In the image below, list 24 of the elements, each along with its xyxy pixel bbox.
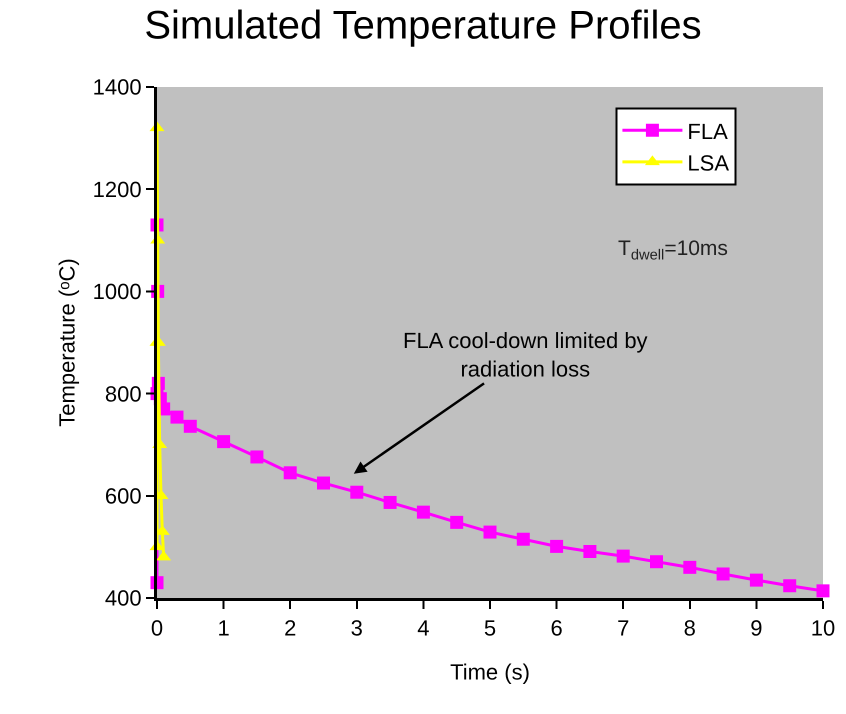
y-tick-label: 400 [104,586,142,611]
x-tick-label: 0 [150,615,164,640]
x-tick-label: 4 [417,615,430,640]
x-axis-title: Time (s) [450,659,530,684]
y-axis-title: Temperature (ᵒC) [54,258,80,427]
legend-label: LSA [687,150,730,176]
annotation: FLA cool-down limited by radiation loss [403,328,648,382]
x-tick-label: 8 [684,615,696,640]
legend-label: FLA [687,118,728,144]
x-tick-label: 7 [617,615,630,640]
x-tick-label: 5 [484,615,496,640]
y-tick-label: 800 [104,381,142,406]
x-tick-label: 1 [217,615,230,640]
y-tick-label: 600 [104,484,142,508]
x-tick-label: 10 [810,615,836,640]
x-tick-label: 2 [284,615,296,640]
chart-title: Simulated Temperature Profiles [144,4,702,48]
y-tick-label: 1400 [92,74,142,100]
annotation: T$_{dwell}$=10ms [618,237,728,264]
x-tick-label: 9 [750,615,763,640]
x-tick-label: 3 [350,615,363,640]
y-tick-label: 1000 [92,279,142,304]
y-tick-label: 1200 [92,176,142,202]
x-tick-label: 6 [550,615,563,640]
